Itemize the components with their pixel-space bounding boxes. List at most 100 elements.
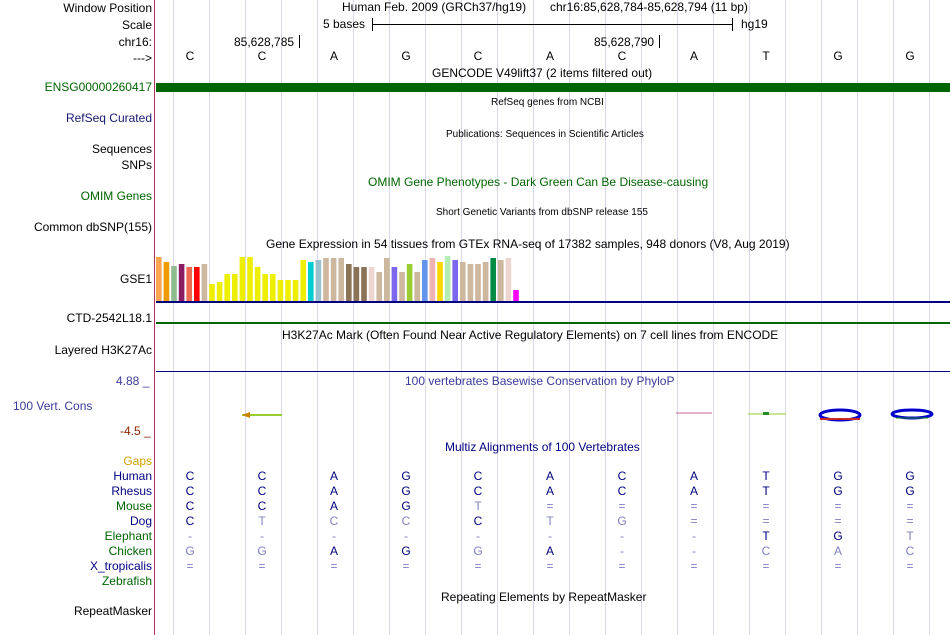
grid-line (245, 0, 246, 635)
gtex-tissue-bar[interactable] (391, 267, 398, 302)
gtex-tissue-bar[interactable] (467, 264, 474, 302)
dbsnp-track-title: Short Genetic Variants from dbSNP releas… (436, 207, 648, 218)
snps-track-label[interactable]: SNPs (121, 158, 152, 172)
alignment-base: = (186, 559, 194, 573)
gtex-tissue-bar[interactable] (399, 272, 405, 302)
gtex-tissue-bar[interactable] (437, 262, 443, 302)
species-label[interactable]: Elephant (104, 529, 152, 543)
alignment-base: G (401, 469, 411, 483)
gtex-tissue-bar[interactable] (262, 274, 268, 302)
gtex-tissue-bar[interactable] (384, 258, 390, 302)
gtex-tissue-bar[interactable] (338, 258, 344, 302)
gtex-tissue-bar[interactable] (444, 256, 451, 302)
grid-line (605, 0, 606, 635)
gtex-tissue-bar[interactable] (315, 260, 322, 302)
dbsnp-track-label[interactable]: Common dbSNP(155) (33, 220, 152, 234)
grid-line (353, 0, 354, 635)
gtex-tissue-bar[interactable] (277, 280, 284, 302)
gtex-tissue-bar[interactable] (254, 267, 261, 302)
gtex-tissue-bar[interactable] (490, 258, 496, 302)
gtex-tissue-bar[interactable] (376, 272, 382, 302)
gtex-tissue-bar[interactable] (452, 260, 458, 302)
species-label[interactable]: Rhesus (111, 484, 152, 498)
gtex-tissue-bar[interactable] (270, 274, 276, 302)
gtex-tissue-bar[interactable] (475, 264, 481, 302)
gtex-tissue-bar[interactable] (323, 258, 329, 302)
gtex-tissue-bar[interactable] (513, 290, 519, 302)
alignment-base: = (906, 559, 914, 573)
gtex-tissue-bar[interactable] (171, 266, 177, 302)
gtex-track-label[interactable]: GSE1 (119, 272, 152, 286)
gtex-tissue-bar[interactable] (361, 267, 367, 302)
multiz-track-title: Multiz Alignments of 100 Vertebrates (445, 440, 640, 454)
species-label[interactable]: Chicken (108, 544, 152, 558)
species-label[interactable]: Dog (129, 514, 152, 528)
alignment-base: A (329, 469, 338, 483)
species-label[interactable]: Human (113, 469, 152, 483)
gtex-tissue-bar[interactable] (186, 267, 192, 302)
base-letter: C (257, 49, 267, 63)
gtex-tissue-bar[interactable] (216, 282, 223, 302)
gtex-tissue-bar[interactable] (353, 267, 360, 302)
alignment-base: = (546, 499, 554, 513)
h3k27ac-track-label[interactable]: Layered H3K27Ac (54, 343, 152, 357)
gencode-gene-feature[interactable] (156, 83, 950, 92)
lncrna-track-label[interactable]: CTD-2542L18.1 (66, 311, 152, 325)
gtex-tissue-bar[interactable] (346, 264, 352, 302)
base-letter: G (833, 49, 843, 63)
species-label[interactable]: Mouse (115, 499, 152, 513)
gtex-tissue-bar[interactable] (414, 272, 420, 302)
alignment-base: = (690, 559, 698, 573)
cons-glyph-1 (242, 412, 282, 418)
gtex-bar-chart[interactable] (156, 254, 536, 302)
cons-track-label[interactable]: 100 Vert. Cons (13, 399, 93, 413)
refseq-track-label[interactable]: RefSeq Curated (65, 111, 152, 125)
alignment-base: C (185, 484, 195, 498)
base-letter: G (401, 49, 411, 63)
species-label[interactable]: Zebrafish (101, 574, 152, 588)
gtex-tissue-bar[interactable] (232, 274, 238, 302)
scale-bar (372, 24, 733, 25)
gtex-tissue-bar[interactable] (209, 284, 215, 302)
gtex-tissue-bar[interactable] (482, 262, 489, 302)
gencode-gene-label[interactable]: ENSG00000260417 (44, 80, 152, 94)
gtex-tissue-bar[interactable] (422, 260, 428, 302)
gtex-tissue-bar[interactable] (194, 267, 200, 302)
alignment-base: C (473, 514, 483, 528)
pubs-track-label[interactable]: Sequences (91, 142, 152, 156)
gtex-tissue-bar[interactable] (156, 257, 162, 302)
grid-line (929, 0, 930, 635)
species-label[interactable]: X_tropicalis (89, 559, 152, 573)
alignment-base: T (906, 529, 914, 543)
lncrna-feature[interactable] (156, 322, 950, 324)
gtex-tissue-bar[interactable] (239, 257, 246, 302)
gtex-tissue-bar[interactable] (460, 262, 466, 302)
gtex-tissue-bar[interactable] (163, 262, 170, 302)
gtex-track-title: Gene Expression in 54 tissues from GTEx … (266, 237, 790, 251)
gtex-tissue-bar[interactable] (247, 257, 253, 302)
gtex-tissue-bar[interactable] (178, 264, 185, 302)
gtex-tissue-bar[interactable] (498, 260, 504, 302)
omim-track-label[interactable]: OMIM Genes (80, 189, 152, 203)
gtex-tissue-bar[interactable] (330, 258, 337, 302)
gtex-tissue-bar[interactable] (368, 267, 375, 302)
cons-logo-graphics[interactable] (156, 405, 950, 425)
alignment-base: - (692, 544, 696, 558)
gtex-tissue-bar[interactable] (300, 260, 306, 302)
gtex-tissue-bar[interactable] (292, 280, 299, 302)
base-letter: C (617, 49, 627, 63)
alignment-base: - (620, 529, 624, 543)
gtex-tissue-bar[interactable] (285, 280, 291, 302)
repeatmasker-track-label[interactable]: RepeatMasker (73, 604, 152, 618)
gtex-tissue-bar[interactable] (505, 258, 512, 302)
gaps-label[interactable]: Gaps (123, 454, 152, 468)
cons-max-value: 4.88 _ (116, 374, 150, 388)
gtex-tissue-bar[interactable] (224, 274, 230, 302)
gtex-tissue-bar[interactable] (429, 258, 436, 302)
gtex-tissue-bar[interactable] (308, 262, 314, 302)
alignment-base: A (545, 469, 554, 483)
gtex-tissue-bar[interactable] (406, 264, 413, 302)
gtex-tissue-bar[interactable] (201, 264, 208, 302)
cons-glyph-5 (890, 408, 934, 420)
alignment-base: G (185, 544, 195, 558)
